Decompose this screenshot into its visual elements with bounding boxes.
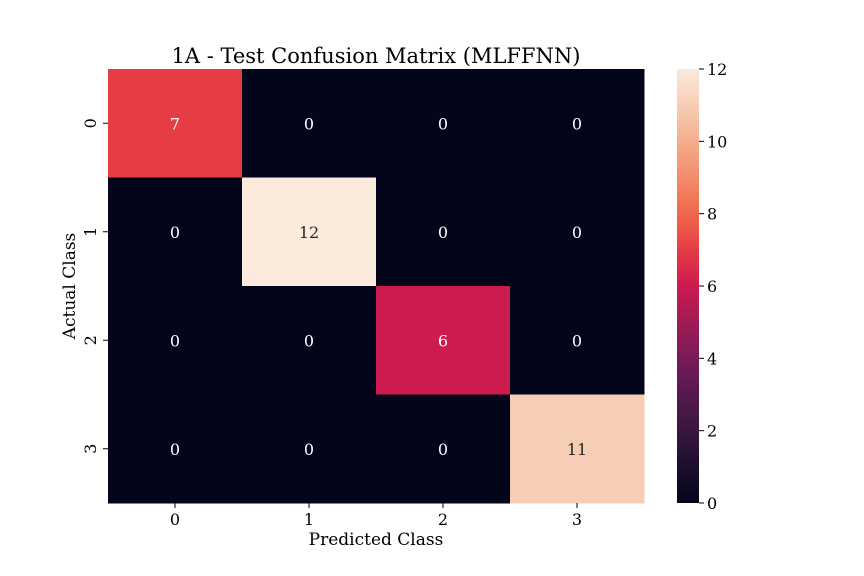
heatmap-cell: [242, 69, 377, 178]
x-tick-label: 3: [572, 510, 582, 529]
heatmap-cell: [242, 286, 377, 395]
y-tick-label: 2: [81, 335, 100, 345]
heatmap-cell: [108, 177, 243, 287]
colorbar: [677, 69, 699, 503]
heatmap-cell: [376, 394, 511, 504]
colorbar-ticks: 0 2 4 6 8 10 12: [699, 60, 727, 513]
cell-value-label: 12: [299, 223, 319, 242]
heatmap-cell: [108, 69, 243, 178]
colorbar-tick-label: 10: [707, 132, 727, 151]
cell-value-label: 0: [304, 114, 314, 133]
cell-value-label: 7: [170, 114, 180, 133]
x-axis-label: Predicted Class: [309, 530, 444, 550]
heatmap-cell: [510, 394, 645, 504]
colorbar-tick-label: 2: [707, 422, 717, 441]
heatmap-cell: [376, 177, 511, 287]
cell-value-label: 0: [170, 331, 180, 350]
heatmap-cell: [510, 177, 645, 287]
cell-value-label: 0: [304, 331, 314, 350]
heatmap-cell: [242, 394, 377, 504]
heatmap-cells: [108, 69, 645, 504]
colorbar-tick-label: 0: [707, 494, 717, 513]
y-tick-label: 3: [81, 444, 100, 454]
x-axis-ticks: 0 1 2 3: [170, 503, 582, 529]
x-tick-label: 0: [170, 510, 180, 529]
cell-value-label: 0: [438, 223, 448, 242]
heatmap-cell: [510, 286, 645, 395]
cell-value-label: 0: [170, 440, 180, 459]
cell-value-label: 0: [572, 223, 582, 242]
cell-value-label: 0: [304, 440, 314, 459]
heatmap-cell-labels: 7 0 0 0 0 12 0 0 0 0 6 0 0 0 0 11: [170, 114, 587, 459]
colorbar-tick-label: 12: [707, 60, 727, 79]
colorbar-tick-label: 8: [707, 205, 717, 224]
colorbar-tick-label: 4: [707, 349, 717, 368]
heatmap-cell: [376, 286, 511, 395]
y-axis-label: Actual Class: [60, 233, 80, 341]
x-tick-label: 1: [304, 510, 314, 529]
cell-value-label: 0: [438, 440, 448, 459]
cell-value-label: 0: [572, 331, 582, 350]
cell-value-label: 0: [572, 114, 582, 133]
colorbar-tick-label: 6: [707, 277, 717, 296]
heatmap-cell: [242, 177, 377, 287]
y-axis-ticks: 0 1 2 3: [81, 118, 108, 454]
heatmap-cell: [108, 394, 243, 504]
heatmap-cell: [108, 286, 243, 395]
chart-title: 1A - Test Confusion Matrix (MLFFNN): [172, 44, 581, 68]
cell-value-label: 0: [170, 223, 180, 242]
cell-value-label: 11: [567, 440, 587, 459]
cell-value-label: 6: [438, 331, 448, 350]
heatmap-cell: [510, 69, 645, 178]
heatmap-cell: [376, 69, 511, 178]
cell-value-label: 0: [438, 114, 448, 133]
x-tick-label: 2: [438, 510, 448, 529]
y-tick-label: 0: [81, 118, 100, 128]
y-tick-label: 1: [81, 227, 100, 237]
